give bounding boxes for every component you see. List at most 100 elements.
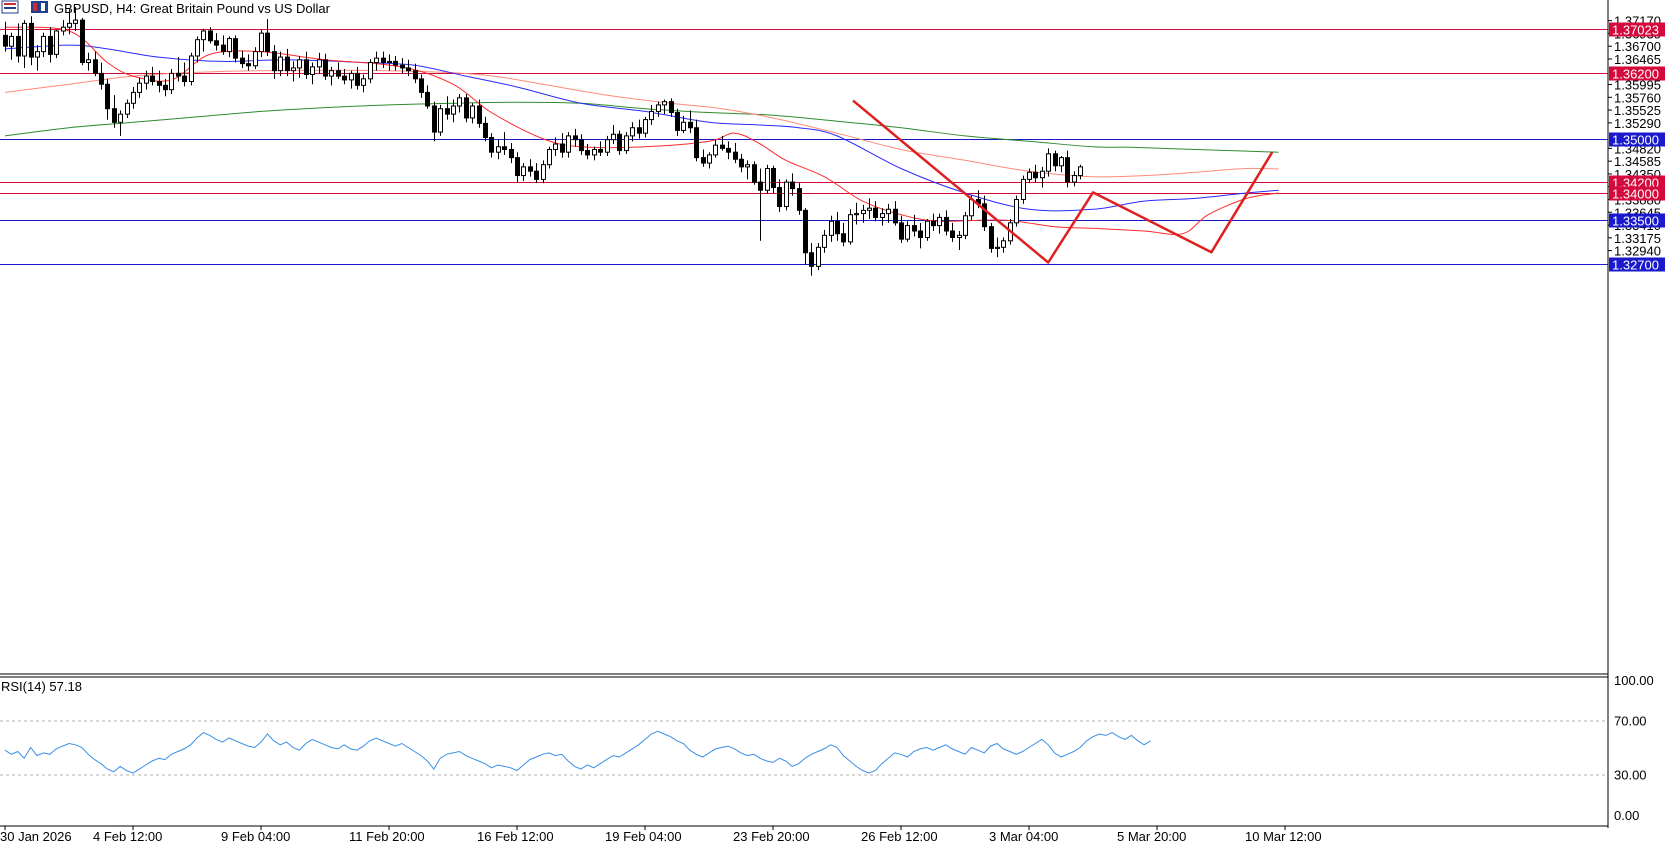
bear-candle-body [240, 57, 245, 65]
candle [752, 161, 757, 185]
bull-candle-body [349, 72, 354, 81]
bear-candle-body [669, 101, 674, 114]
time-tick-label-2: 9 Feb 04:00 [221, 829, 290, 844]
bear-candle-body [1053, 153, 1058, 167]
rsi-axis-label-3: 0.00 [1614, 808, 1639, 823]
candle [553, 137, 558, 156]
bear-candle-body [982, 203, 987, 228]
bear-candle-body [16, 35, 21, 57]
candle [675, 108, 680, 136]
candle [630, 122, 635, 142]
bear-candle-body [425, 91, 430, 107]
candle [387, 54, 392, 71]
candle [419, 74, 424, 98]
time-tick-label-3: 11 Feb 20:00 [349, 829, 425, 844]
candle [41, 32, 46, 58]
candle [950, 222, 955, 242]
bear-candle-body [48, 35, 53, 55]
candle [649, 104, 654, 126]
bull-candle-body [937, 216, 942, 227]
candle [445, 96, 450, 120]
candle [912, 214, 917, 237]
pattern-line [852, 99, 1274, 264]
candle [381, 51, 386, 68]
bull-candle-body [41, 35, 46, 53]
bull-candle-body [201, 30, 206, 41]
candle [643, 116, 648, 138]
candle [163, 78, 168, 97]
candle [745, 160, 750, 180]
candle [848, 209, 853, 245]
bull-candle-body [848, 214, 853, 243]
candle [637, 119, 642, 139]
candle [265, 19, 270, 56]
candle [944, 210, 949, 236]
bear-candle-body [272, 51, 277, 72]
candle [777, 179, 782, 212]
level-tag-bg [1609, 132, 1665, 147]
rsi-panel: 100.00 70.00 30.00 0.00 [0, 673, 1654, 823]
candle [1040, 166, 1045, 188]
bull-candle-body [867, 207, 872, 211]
time-tick-label-4: 16 Feb 12:00 [477, 829, 554, 844]
bull-candle-body [1072, 175, 1077, 183]
price-tick-label-7: 1.35290 [1614, 116, 1661, 131]
bull-candle-body [713, 144, 718, 156]
bear-candle-body [528, 166, 533, 172]
candle [573, 128, 578, 147]
price-tick-label-3: 1.36465 [1614, 52, 1661, 67]
bear-candle-body [477, 105, 482, 124]
time-tick-label-8: 3 Mar 04:00 [989, 829, 1058, 844]
candle [809, 242, 814, 276]
bear-candle-body [419, 78, 424, 93]
candle [1033, 164, 1038, 183]
bull-candle-body [195, 39, 200, 57]
candle [355, 66, 360, 90]
bear-candle-body [336, 70, 341, 77]
bull-candle-body [1014, 198, 1019, 224]
level-tag-1: 1.36200 [1609, 66, 1665, 82]
bull-candle-body [1021, 178, 1026, 200]
candle [457, 94, 462, 113]
candle [765, 164, 770, 195]
price-tick-label-4: 1.35995 [1614, 78, 1661, 93]
candle [899, 215, 904, 243]
bull-candle-body [291, 67, 296, 72]
candle [861, 204, 866, 223]
candle [1014, 195, 1019, 227]
candle [886, 203, 891, 223]
bear-candle-body [80, 19, 85, 64]
bear-candle-body [809, 252, 814, 267]
candle [528, 159, 533, 177]
bear-candle-body [797, 188, 802, 211]
candle [93, 51, 98, 77]
bull-candle-body [662, 101, 667, 106]
price-tick-label-5: 1.35760 [1614, 90, 1661, 105]
candle [67, 9, 72, 35]
price-tick-label-6: 1.35525 [1614, 103, 1661, 118]
bull-candle-body [816, 246, 821, 267]
chart-menu-icon[interactable] [1, 0, 19, 14]
candle [73, 7, 78, 31]
candle [393, 55, 398, 71]
candle [611, 125, 616, 145]
bear-candle-body [93, 59, 98, 74]
candle [1072, 171, 1077, 187]
candle [285, 48, 290, 77]
bear-candle-body [617, 133, 622, 152]
time-axis: 30 Jan 2026 4 Feb 12:00 9 Feb 04:00 11 Feb … [0, 826, 1322, 844]
bull-candle-body [521, 166, 526, 177]
bear-candle-body [445, 108, 450, 115]
rsi-axis-label-0: 100.00 [1614, 673, 1654, 688]
candle [918, 222, 923, 249]
bull-candle-body [963, 215, 968, 236]
candle [547, 146, 552, 169]
candle [233, 35, 238, 63]
bull-candle-body [67, 22, 72, 28]
candle [336, 62, 341, 79]
candle [144, 70, 149, 90]
candle [297, 55, 302, 78]
bear-candle-body [233, 38, 238, 59]
bull-candle-body [470, 105, 475, 119]
